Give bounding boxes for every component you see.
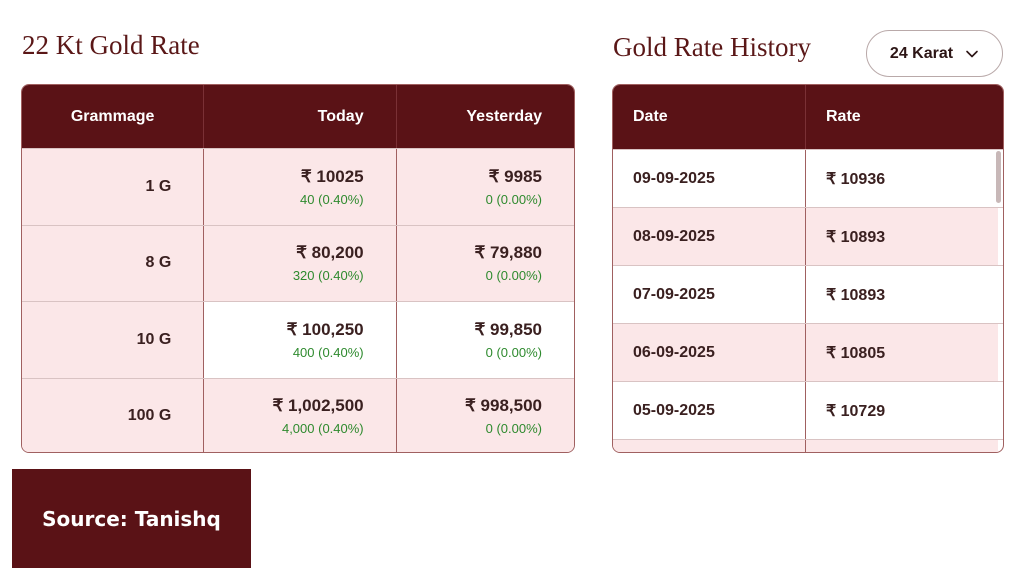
today-cell: ₹ 80,200 320 (0.40%) xyxy=(204,225,397,301)
date-cell: 05-09-2025 xyxy=(613,382,806,439)
rate-cell: ₹ 10893 xyxy=(806,266,998,323)
header-yesterday: Yesterday xyxy=(466,107,542,125)
table-row: 1 G ₹ 10025 40 (0.40%) ₹ 9985 0 (0.00%) xyxy=(22,148,574,225)
date-cell xyxy=(613,440,806,452)
table-row: 10 G ₹ 100,250 400 (0.40%) ₹ 99,850 0 (0… xyxy=(22,301,574,378)
today-change: 4,000 (0.40%) xyxy=(281,421,364,437)
source-label: Source: Tanishq xyxy=(12,469,251,568)
table-row: 08-09-2025 ₹ 10893 xyxy=(613,207,1003,265)
yesterday-cell: ₹ 998,500 0 (0.00%) xyxy=(396,378,574,452)
today-change: 320 (0.40%) xyxy=(292,268,364,284)
rate-cell: ₹ 10936 xyxy=(806,150,998,207)
today-cell: ₹ 100,250 400 (0.40%) xyxy=(204,302,397,378)
date-cell: 08-09-2025 xyxy=(613,208,806,265)
header-rate: Rate xyxy=(826,108,861,125)
karat-dropdown-value: 24 Karat xyxy=(889,44,954,62)
table-row: 06-09-2025 ₹ 10805 xyxy=(613,323,1003,381)
yesterday-price: ₹ 99,850 xyxy=(474,319,542,339)
today-change: 40 (0.40%) xyxy=(300,191,364,207)
table-header: Grammage Today Yesterday xyxy=(22,85,574,148)
gold-rate-title: 22 Kt Gold Rate xyxy=(22,30,200,60)
table-row: 05-09-2025 ₹ 10729 xyxy=(613,381,1003,439)
yesterday-price: ₹ 9985 xyxy=(488,166,542,186)
table-row: 8 G ₹ 80,200 320 (0.40%) ₹ 79,880 0 (0.0… xyxy=(22,224,574,301)
grammage-cell: 8 G xyxy=(22,225,205,301)
yesterday-price: ₹ 998,500 xyxy=(465,396,542,416)
header-today: Today xyxy=(204,85,397,148)
grammage-cell: 100 G xyxy=(22,378,205,452)
karat-dropdown[interactable]: 24 Karat xyxy=(866,30,1003,77)
grammage-cell: 10 G xyxy=(22,302,205,378)
today-cell: ₹ 10025 40 (0.40%) xyxy=(204,149,397,225)
gold-rate-table: Grammage Today Yesterday 1 G ₹ 10025 40 … xyxy=(21,84,575,453)
today-price: ₹ 1,002,500 xyxy=(272,396,364,416)
table-header: Date Rate xyxy=(613,85,1003,149)
yesterday-change: 0 (0.00%) xyxy=(485,268,542,284)
yesterday-change: 0 (0.00%) xyxy=(485,191,542,207)
header-grammage: Grammage xyxy=(22,85,205,148)
rate-cell: ₹ 10893 xyxy=(806,208,998,265)
header-date: Date xyxy=(613,85,806,149)
table-row: 100 G ₹ 1,002,500 4,000 (0.40%) ₹ 998,50… xyxy=(22,377,574,452)
yesterday-cell: ₹ 79,880 0 (0.00%) xyxy=(396,225,574,301)
table-row: 07-09-2025 ₹ 10893 xyxy=(613,265,1003,323)
table-row-partial xyxy=(613,439,1003,452)
today-cell: ₹ 1,002,500 4,000 (0.40%) xyxy=(204,378,397,452)
yesterday-price: ₹ 79,880 xyxy=(474,243,542,263)
today-price: ₹ 100,250 xyxy=(286,319,364,339)
yesterday-cell: ₹ 9985 0 (0.00%) xyxy=(396,149,574,225)
rate-cell: ₹ 10805 xyxy=(806,324,998,381)
today-change: 400 (0.40%) xyxy=(292,344,364,360)
scrollbar[interactable] xyxy=(996,151,1001,203)
today-price: ₹ 80,200 xyxy=(296,243,364,263)
rate-cell: ₹ 10729 xyxy=(806,382,998,439)
date-cell: 06-09-2025 xyxy=(613,324,806,381)
rate-cell xyxy=(806,440,998,452)
date-cell: 07-09-2025 xyxy=(613,266,806,323)
today-price: ₹ 10025 xyxy=(300,166,364,186)
chevron-down-icon xyxy=(966,50,978,57)
gold-rate-history-title: Gold Rate History xyxy=(613,32,811,62)
yesterday-change: 0 (0.00%) xyxy=(485,344,542,360)
grammage-cell: 1 G xyxy=(22,149,205,225)
gold-rate-history-table: Date Rate 09-09-2025 ₹ 10936 08-09-2025 … xyxy=(612,84,1004,453)
yesterday-cell: ₹ 99,850 0 (0.00%) xyxy=(396,302,574,378)
date-cell: 09-09-2025 xyxy=(613,150,806,207)
yesterday-change: 0 (0.00%) xyxy=(485,421,542,437)
table-row: 09-09-2025 ₹ 10936 xyxy=(613,149,1003,207)
